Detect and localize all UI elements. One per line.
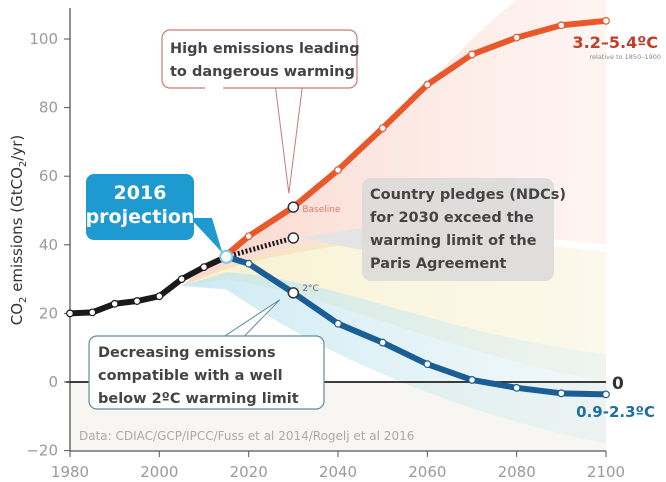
two-degree-label: 2°C [302, 284, 319, 294]
low-range-label: 0.9-2.3ºC [576, 403, 655, 421]
high-emissions-pointer [274, 86, 303, 194]
data-point [244, 259, 253, 268]
pledges-text: warming limit of the [370, 233, 537, 249]
y-tick-label: 60 [39, 167, 58, 185]
data-point [468, 376, 476, 384]
x-tick-label: 2080 [498, 463, 536, 481]
decreasing-pointer [217, 299, 281, 342]
pledges-text: Country pledges (NDCs) [370, 187, 566, 203]
data-point [110, 299, 119, 308]
data-point [244, 232, 253, 241]
annotations: High emissions leading to dangerous warmi… [79, 29, 661, 443]
y-tick-label: 40 [39, 236, 58, 254]
low-scenario-fan [181, 272, 606, 444]
decreasing-text: compatible with a well [98, 368, 283, 384]
historical-line [67, 253, 230, 317]
high-range-note: relative to 1850–1900 [589, 53, 661, 61]
pointer-mask [205, 86, 223, 90]
baseline-label: Baseline [302, 205, 341, 215]
y-axis-label-part: CO [8, 303, 26, 325]
data-point [423, 80, 432, 89]
x-tick-label: 2020 [230, 463, 268, 481]
data-point [334, 319, 342, 328]
data-point [378, 338, 387, 347]
two-degree-line [223, 253, 609, 398]
pledges-text: Paris Agreement [370, 256, 507, 272]
y-tick-label: −20 [26, 442, 58, 460]
data-point [557, 21, 566, 30]
x-tick-label: 2100 [587, 463, 625, 481]
pledges-box [362, 178, 554, 281]
projection-text: projection [86, 206, 195, 228]
projection-point [219, 249, 234, 264]
data-point [155, 292, 164, 301]
y-tick-label: 0 [48, 373, 58, 391]
high-emissions-text: to dangerous warming [170, 64, 355, 80]
x-tick-label: 2060 [408, 463, 446, 481]
pledges-text: for 2030 exceed the [370, 210, 534, 226]
data-point [378, 124, 387, 133]
data-point [287, 287, 300, 299]
y-axis-label-part: 2 [18, 297, 29, 303]
data-point [602, 16, 610, 25]
y-tick-label: 20 [39, 304, 58, 322]
data-point [512, 383, 521, 392]
pledges-pointer [299, 228, 362, 250]
decreasing-box [88, 335, 325, 410]
y-axis-label-part: 2 [18, 161, 29, 167]
data-point [200, 263, 208, 271]
y-axis-label-part: /yr) [8, 135, 26, 161]
x-tick-label: 2000 [140, 463, 178, 481]
data-point [177, 275, 186, 284]
data-point [468, 50, 476, 59]
projection-text: 2016 [114, 182, 167, 204]
data-point [512, 33, 521, 42]
y-axis-label-part: emissions (GtCO [8, 167, 26, 296]
decreasing-text: below 2ºC warming limit [98, 391, 299, 407]
series-group: Baseline 2°C [66, 16, 610, 399]
data-point [557, 389, 566, 398]
y-tick-label: 80 [39, 99, 58, 117]
decreasing-text: Decreasing emissions [98, 345, 276, 361]
data-point [423, 360, 432, 369]
source-note: Data: CDIAC/GCP/IPCC/Fuss et al 2014/Rog… [79, 429, 414, 443]
projection-pointer [190, 218, 223, 253]
baseline-line [223, 17, 609, 259]
projection-box [86, 174, 194, 240]
high-range-label: 3.2–5.4ºC [573, 33, 658, 52]
data-point [602, 390, 610, 399]
data-point [133, 297, 141, 305]
data-point [287, 201, 300, 213]
y-tick-label: 100 [29, 30, 58, 48]
data-point [334, 166, 342, 174]
zero-label: 0 [612, 374, 624, 394]
high-emissions-text: High emissions leading [170, 41, 360, 57]
data-point [66, 309, 74, 318]
x-tick-label: 2040 [319, 463, 357, 481]
y-axis-label: CO2 emissions (GtCO2/yr) [8, 135, 29, 325]
data-point [88, 308, 97, 317]
high-emissions-box [161, 29, 358, 89]
x-tick-label: 1980 [51, 463, 89, 481]
data-point [287, 232, 300, 244]
